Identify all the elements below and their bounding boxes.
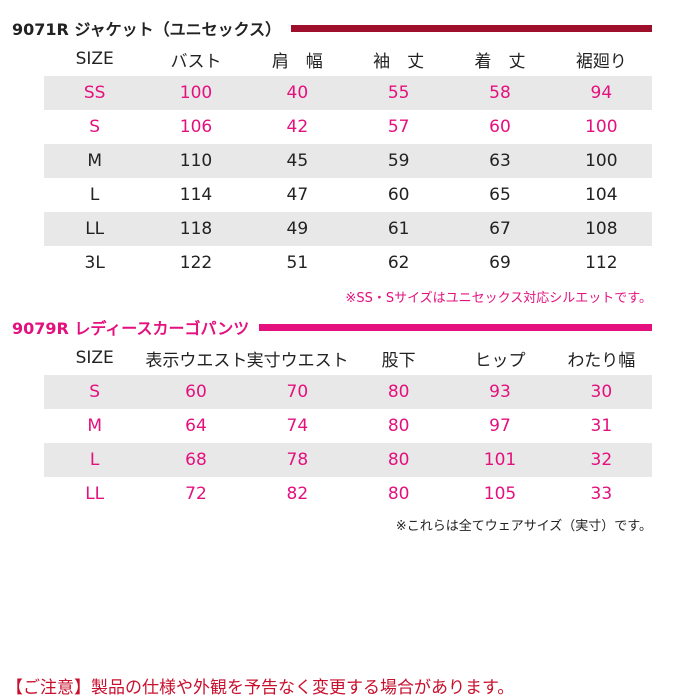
table-cell: S (44, 375, 146, 409)
table-cell: 67 (449, 212, 551, 246)
table-cell: 64 (185, 416, 207, 436)
table-cell: 104 (585, 185, 618, 205)
table-cell: 31 (590, 416, 613, 436)
table-cell: 80 (347, 443, 450, 477)
table-cell: 74 (286, 416, 309, 436)
table-cell: 42 (286, 117, 309, 137)
table-cell: 58 (449, 76, 551, 110)
jacket-row-3l: 3L 122 51 62 69 112 (44, 246, 652, 280)
table-cell: SS (44, 76, 146, 110)
table-cell: 122 (179, 253, 213, 273)
table-cell: 78 (246, 443, 348, 477)
table-cell: 40 (246, 76, 348, 110)
pants-header-labeled-waist: 表示ウエスト (145, 350, 247, 371)
jacket-header-size: SIZE (75, 49, 114, 69)
table-cell: 94 (550, 76, 652, 110)
table-cell: 97 (489, 416, 511, 436)
pants-note: ※これらは全てウェアサイズ（実寸）です。 (395, 519, 652, 534)
table-cell: 80 (347, 375, 450, 409)
table-cell: 63 (449, 144, 551, 178)
pants-section-title: 9079R レディースカーゴパンツ (12, 315, 652, 339)
footer-caution: 【ご注意】製品の仕様や外観を予告なく変更する場合があります。 (6, 678, 515, 698)
table-cell: 62 (387, 253, 410, 273)
jacket-header-sleeve: 袖 丈 (373, 51, 425, 72)
table-cell: 105 (483, 484, 517, 504)
table-cell: 100 (550, 144, 652, 178)
table-cell: 45 (246, 144, 348, 178)
table-cell: 80 (387, 416, 410, 436)
table-cell: 108 (550, 212, 652, 246)
table-cell: 51 (286, 253, 309, 273)
jacket-header-row: SIZE バスト 肩 幅 袖 丈 着 丈 裾廻り (44, 42, 652, 76)
jacket-header-shoulder: 肩 幅 (271, 51, 323, 72)
pants-header-inseam: 股下 (381, 350, 416, 371)
table-cell: 3L (84, 253, 105, 273)
jacket-note: ※SS・Sサイズはユニセックス対応シルエットです。 (345, 291, 652, 306)
table-cell: 100 (145, 76, 247, 110)
table-cell: L (44, 443, 146, 477)
table-cell: 30 (550, 375, 652, 409)
table-cell: 100 (585, 117, 618, 137)
table-cell: 80 (387, 484, 410, 504)
table-cell: 82 (286, 484, 309, 504)
jacket-header-hem: 裾廻り (575, 51, 627, 72)
pants-row-ll: LL 72 82 80 105 33 (44, 477, 652, 511)
jacket-row-s: S 106 42 57 60 100 (44, 110, 652, 144)
table-cell: LL (44, 212, 146, 246)
table-cell: LL (85, 484, 105, 504)
pants-header-thigh: わたり幅 (567, 350, 636, 371)
table-cell: 60 (145, 375, 247, 409)
pants-header-row: SIZE 表示ウエスト 実寸ウエスト 股下 ヒップ わたり幅 (44, 341, 652, 375)
table-cell: 93 (449, 375, 551, 409)
table-cell: 59 (347, 144, 450, 178)
pants-row-s: S 60 70 80 93 30 (44, 375, 652, 409)
pants-header-actual-waist: 実寸ウエスト (246, 350, 348, 371)
jacket-header-bust: バスト (170, 51, 222, 72)
table-cell: 110 (145, 144, 247, 178)
table-cell: 70 (246, 375, 348, 409)
table-cell: 65 (489, 185, 511, 205)
pants-title-text: 9079R レディースカーゴパンツ (12, 319, 250, 338)
jacket-size-table: SIZE バスト 肩 幅 袖 丈 着 丈 裾廻り SS 100 40 55 58… (44, 42, 652, 280)
table-cell: 106 (179, 117, 213, 137)
pants-header-size: SIZE (75, 348, 114, 368)
jacket-title-text: 9071R ジャケット（ユニセックス） (12, 20, 282, 39)
table-cell: 60 (387, 185, 410, 205)
jacket-row-ss: SS 100 40 55 58 94 (44, 76, 652, 110)
pants-header-hip: ヒップ (474, 350, 526, 371)
table-cell: 60 (489, 117, 511, 137)
jacket-title-bar (291, 24, 652, 32)
table-cell: 33 (590, 484, 613, 504)
table-cell: 112 (585, 253, 618, 273)
table-cell: 114 (179, 185, 213, 205)
pants-title-bar (259, 323, 652, 331)
table-cell: 118 (145, 212, 247, 246)
table-cell: 32 (550, 443, 652, 477)
jacket-row-ll: LL 118 49 61 67 108 (44, 212, 652, 246)
table-cell: M (87, 416, 102, 436)
table-cell: M (44, 144, 146, 178)
jacket-section-title: 9071R ジャケット（ユニセックス） (12, 16, 652, 40)
table-cell: 49 (246, 212, 348, 246)
pants-size-table: SIZE 表示ウエスト 実寸ウエスト 股下 ヒップ わたり幅 S 60 70 8… (44, 341, 652, 511)
table-cell: 47 (286, 185, 309, 205)
pants-row-m: M 64 74 80 97 31 (44, 409, 652, 443)
table-cell: 55 (347, 76, 450, 110)
pants-row-l: L 68 78 80 101 32 (44, 443, 652, 477)
table-cell: 69 (489, 253, 511, 273)
jacket-row-m: M 110 45 59 63 100 (44, 144, 652, 178)
table-cell: 101 (449, 443, 551, 477)
table-cell: 68 (145, 443, 247, 477)
table-cell: 72 (185, 484, 207, 504)
jacket-row-l: L 114 47 60 65 104 (44, 178, 652, 212)
table-cell: 57 (387, 117, 410, 137)
jacket-header-length: 着 丈 (474, 51, 526, 72)
table-cell: 61 (347, 212, 450, 246)
table-cell: S (89, 117, 101, 137)
table-cell: L (89, 185, 100, 205)
